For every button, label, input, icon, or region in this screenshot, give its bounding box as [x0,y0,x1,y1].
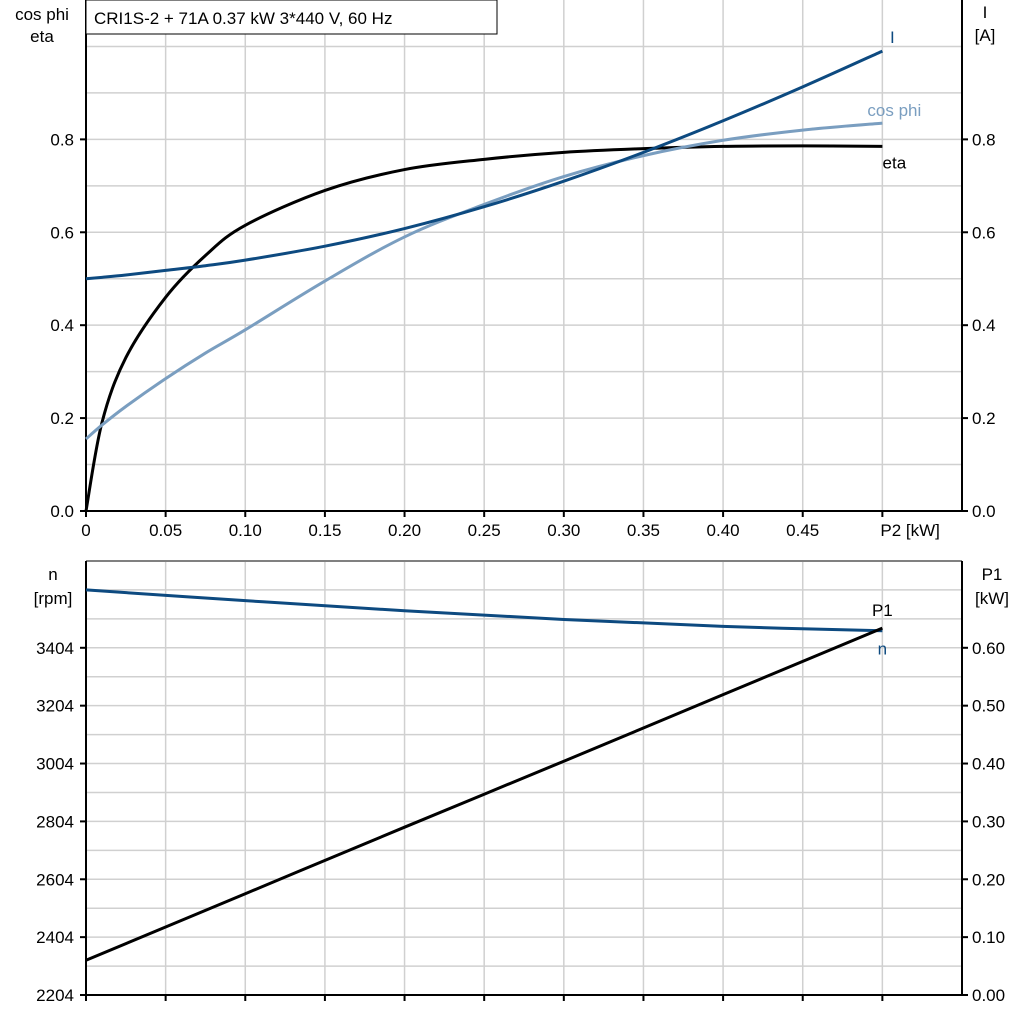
y-tick-label-right: 0.4 [972,316,996,335]
chart-title: CRI1S-2 + 71A 0.37 kW 3*440 V, 60 Hz [94,9,392,28]
y-tick-label-right: 0.20 [972,870,1005,889]
x-tick-label: 0.05 [149,521,182,540]
x-tick-label: 0 [81,521,90,540]
x-tick-label: 0.20 [388,521,421,540]
y-tick-label-left: 3204 [36,697,74,716]
series-label-n: n [878,640,887,659]
y-axis-label-left-2: [rpm] [34,589,73,608]
x-tick-label: 0.10 [229,521,262,540]
y-tick-label-right: 0.60 [972,639,1005,658]
y-tick-label-right: 0.50 [972,697,1005,716]
y-tick-label-right: 0.10 [972,928,1005,947]
x-tick-label: 0.35 [627,521,660,540]
y-tick-label-left: 2204 [36,986,74,1005]
series-label-cos-phi: cos phi [867,101,921,120]
y-tick-label-right: 0.8 [972,130,996,149]
series-line-P1 [85,626,883,962]
series-label-P1: P1 [872,601,893,620]
x-tick-label: 0.15 [308,521,341,540]
y-axis-label-left-1: n [48,565,57,584]
y-axis-label-left-1: cos phi [15,5,69,24]
y-tick-label-right: 0.6 [972,223,996,242]
y-tick-label-right: 0.30 [972,812,1005,831]
series-line-I [85,49,883,281]
title-box: CRI1S-2 + 71A 0.37 kW 3*440 V, 60 Hz [85,0,498,35]
series-label-eta: eta [883,153,907,172]
x-axis-label: P2 [kW] [880,521,940,540]
y-axis-label-right-1: I [983,3,988,22]
x-tick-label: 0.25 [468,521,501,540]
y-axis-label-right-1: P1 [982,565,1003,584]
y-tick-label-left: 0.4 [50,316,74,335]
y-axis-label-left-2: eta [30,27,54,46]
y-tick-label-right: 0.2 [972,409,996,428]
y-tick-label-right: 0.40 [972,755,1005,774]
y-tick-label-left: 3004 [36,755,74,774]
series-line-eta [84,144,883,512]
y-axis-label-right-2: [A] [975,26,996,45]
series-line-n [85,588,883,633]
y-tick-label-left: 0.2 [50,409,74,428]
y-tick-label-right: 0.0 [972,502,996,521]
y-tick-label-left: 2804 [36,812,74,831]
x-tick-label: 0.45 [786,521,819,540]
y-tick-label-right: 0.00 [972,986,1005,1005]
y-tick-label-left: 0.6 [50,223,74,242]
top-chart: 0.0 0.2 0.4 0.6 0.8 0.0 0.2 0.4 0.6 0.8 0 0.05 0.10 0… [15,0,996,540]
series-line-cos-phi [85,121,883,441]
y-tick-label-left: 2604 [36,870,74,889]
x-tick-label: 0.40 [707,521,740,540]
y-tick-label-left: 3404 [36,639,74,658]
series-label-I: I [890,28,895,47]
y-axis-label-right-2: [kW] [975,589,1009,608]
y-tick-label-left: 0.8 [50,130,74,149]
x-tick-label: 0.30 [547,521,580,540]
y-tick-label-left: 0.0 [50,502,74,521]
bottom-chart: 2204 2404 2604 2804 3004 3204 3404 0.00 0.10 0.20… [34,560,1009,1005]
y-tick-label-left: 2404 [36,928,74,947]
